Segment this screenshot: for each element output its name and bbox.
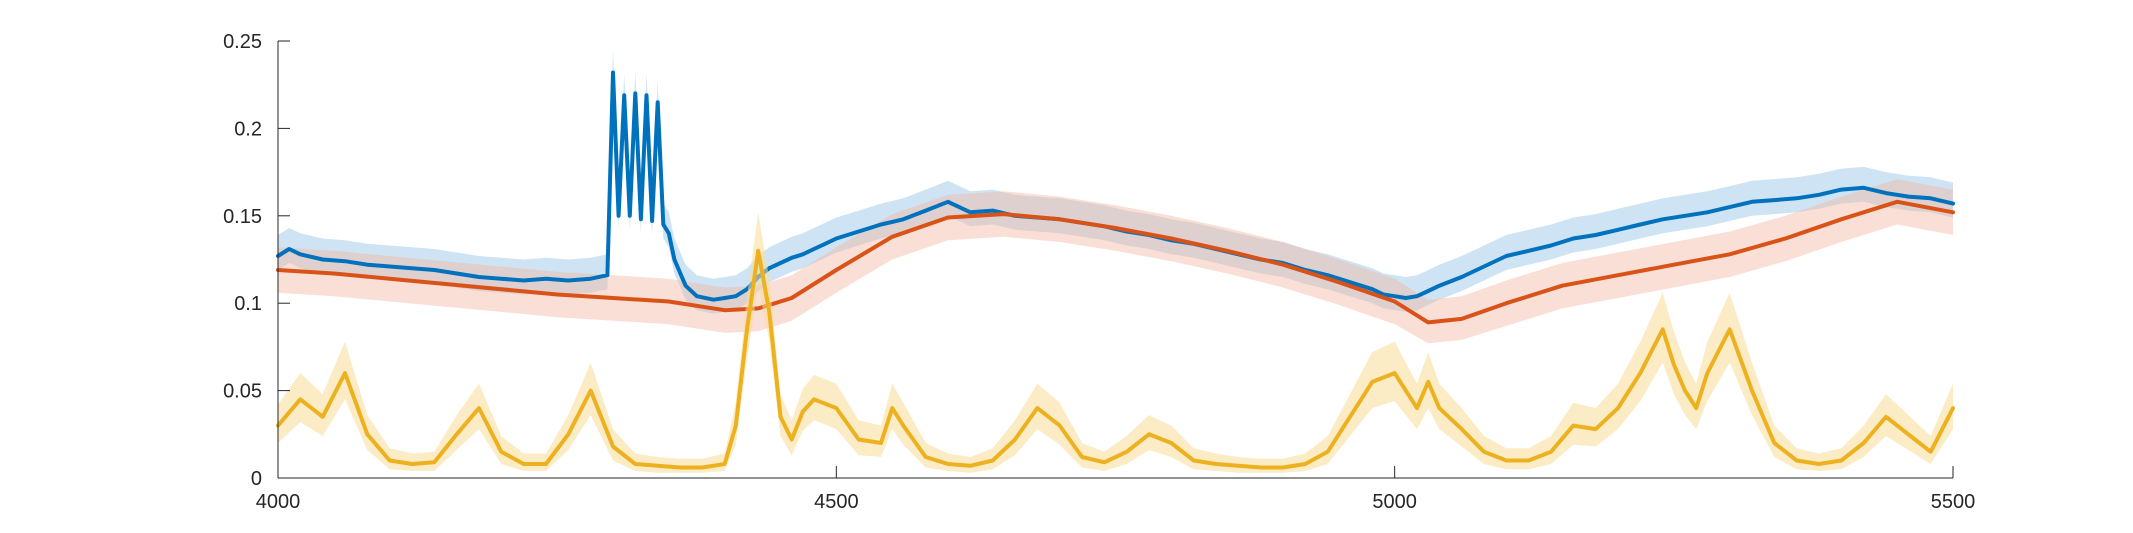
series-3-line bbox=[276, 248, 1955, 470]
x-tick-label: 4500 bbox=[814, 491, 859, 513]
y-tick-label: 0.05 bbox=[223, 381, 262, 403]
y-tick-label: 0.25 bbox=[223, 31, 262, 53]
confidence-bands bbox=[278, 49, 1953, 344]
series-2-line bbox=[276, 199, 1955, 325]
x-tick-label: 5000 bbox=[1372, 491, 1417, 513]
y-tick-label: 0.2 bbox=[234, 118, 262, 140]
series-2-band bbox=[278, 179, 1953, 344]
axes: 0 0.05 0.1 0.15 0.2 0.25 4000 4500 5000 5500 bbox=[223, 31, 1975, 513]
series-lines bbox=[276, 70, 1955, 473]
y-tick-label: 0.15 bbox=[223, 206, 262, 228]
x-tick-label: 4000 bbox=[256, 491, 301, 513]
x-tick-label: 5500 bbox=[1931, 491, 1976, 513]
series-1-line bbox=[276, 70, 1955, 302]
y-tick-label: 0 bbox=[251, 468, 262, 490]
y-tick-label: 0.1 bbox=[234, 293, 262, 315]
